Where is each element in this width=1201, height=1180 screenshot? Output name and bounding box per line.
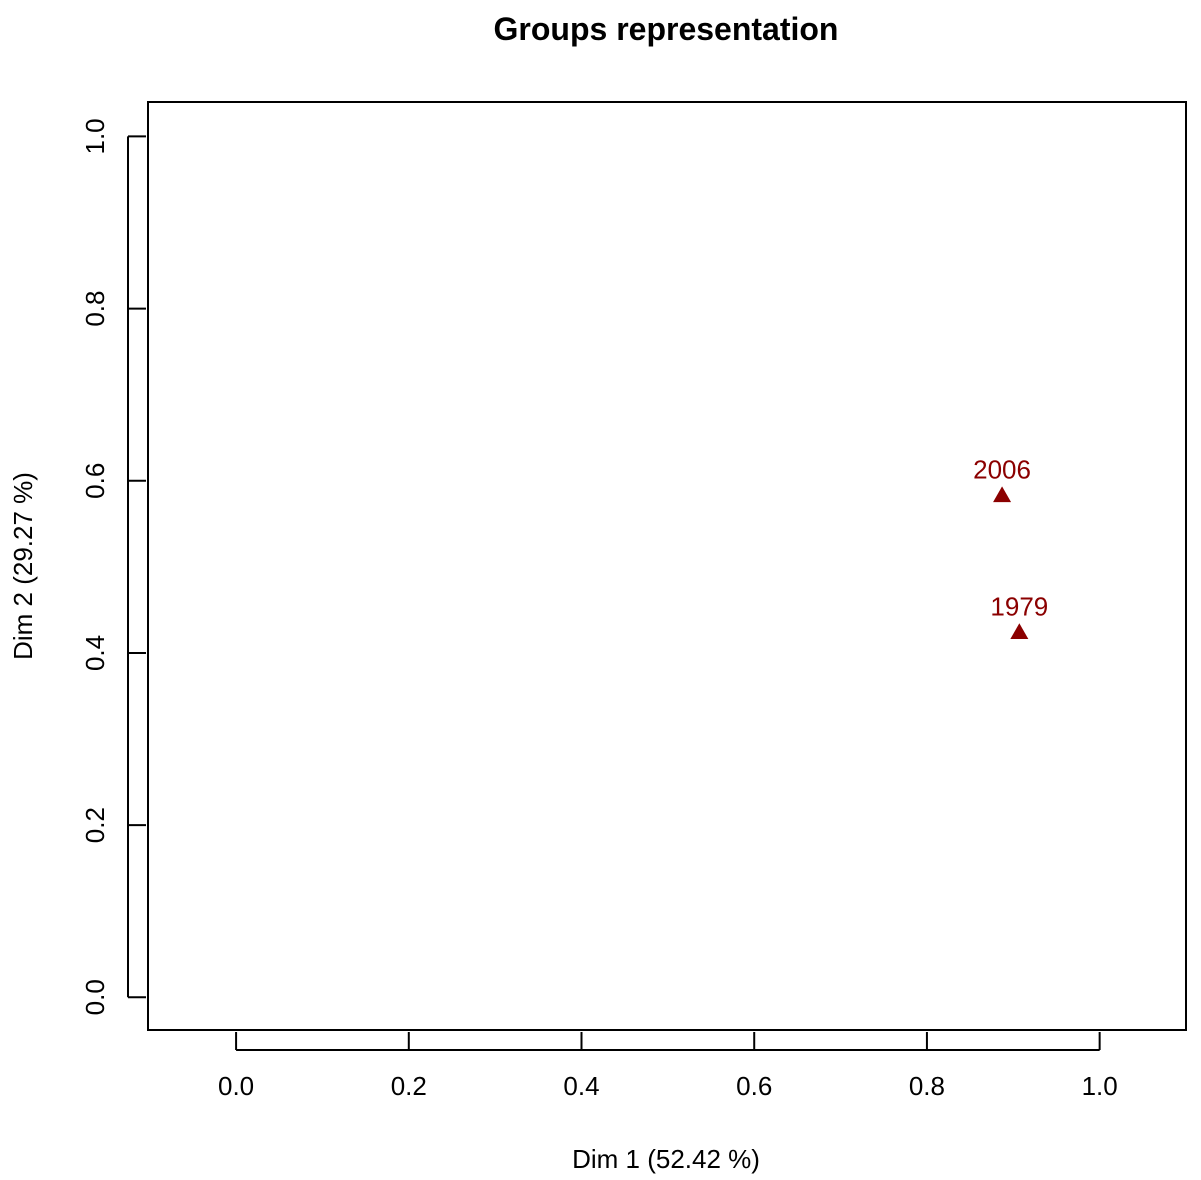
point-marker [1010, 623, 1029, 640]
y-tick-label: 0.4 [80, 635, 110, 671]
chart-title: Groups representation [494, 11, 839, 47]
plot-frame [147, 101, 1187, 1031]
x-tick-label: 0.6 [736, 1071, 772, 1101]
x-axis: 0.0 0.2 0.4 0.6 0.8 1.0 [218, 1032, 1118, 1101]
x-tick-label: 0.2 [391, 1071, 427, 1101]
x-tick-label: 0.8 [909, 1071, 945, 1101]
x-tick-label: 1.0 [1082, 1071, 1118, 1101]
x-axis-label: Dim 1 (52.42 %) [572, 1144, 760, 1174]
y-tick-label: 1.0 [80, 118, 110, 154]
point-marker [993, 486, 1012, 503]
point-label: 1979 [990, 591, 1048, 621]
y-tick-label: 0.0 [80, 979, 110, 1015]
x-tick-label: 0.4 [563, 1071, 599, 1101]
y-tick-label: 0.2 [80, 807, 110, 843]
y-axis: 0.0 0.2 0.4 0.6 0.8 1.0 [80, 118, 146, 1015]
x-tick-label: 0.0 [218, 1071, 254, 1101]
point-label: 2006 [973, 454, 1031, 484]
y-tick-label: 0.8 [80, 291, 110, 327]
points-layer: 2006 1979 [973, 454, 1048, 640]
y-axis-label: Dim 2 (29.27 %) [8, 472, 38, 660]
y-tick-label: 0.6 [80, 463, 110, 499]
